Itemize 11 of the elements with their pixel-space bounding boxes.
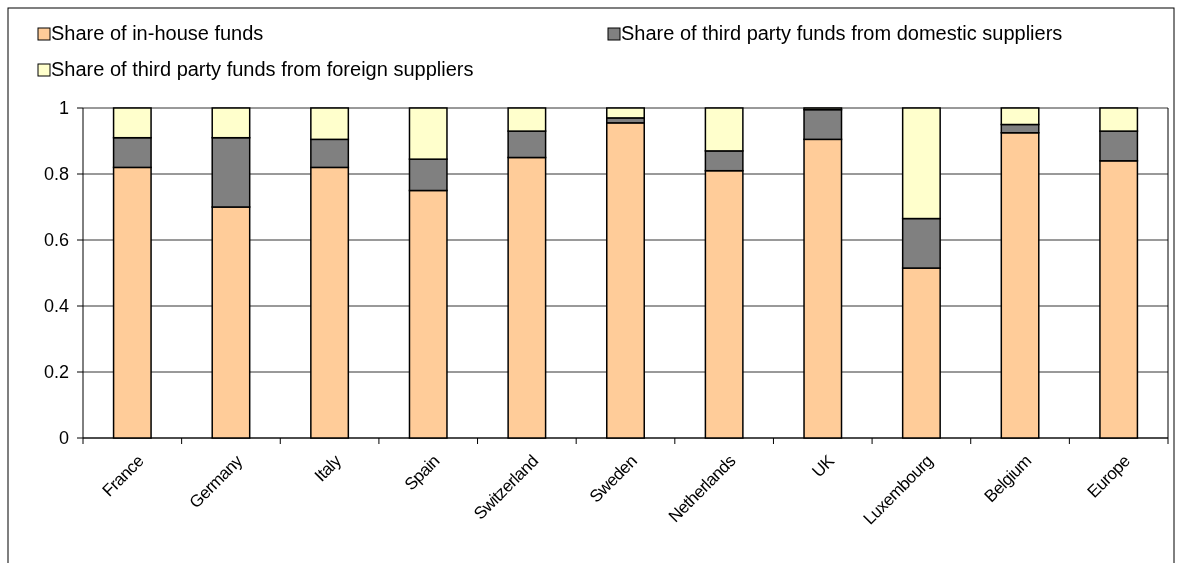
legend-label: Share of third party funds from domestic suppliers [621,22,1063,44]
y-tick-label: 0 [58,428,69,449]
y-tick-label: 0.4 [43,296,69,317]
legend-label: Share of in-house funds [51,22,264,44]
x-tick-label: Italy [310,450,346,486]
legend-label: Share of third party funds from foreign suppliers [51,58,474,80]
y-tick-label: 1 [58,98,69,119]
y-tick-label: 0.6 [43,230,69,251]
y-tick-label: 0.8 [43,164,69,185]
y-tick-label: 0.2 [43,362,69,383]
x-tick-label: UK [808,450,839,482]
